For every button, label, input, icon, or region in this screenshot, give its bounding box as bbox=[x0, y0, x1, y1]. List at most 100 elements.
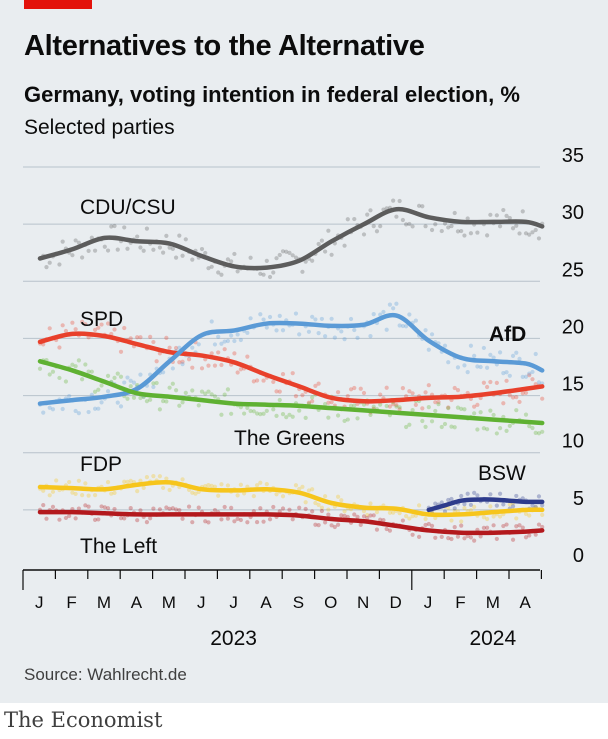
poll-dot bbox=[267, 314, 273, 320]
series-label-greens: The Greens bbox=[234, 427, 345, 450]
poll-dot bbox=[148, 397, 153, 402]
poll-dot bbox=[345, 417, 350, 422]
poll-dot bbox=[105, 389, 111, 394]
poll-dot bbox=[368, 334, 373, 339]
poll-dot bbox=[80, 493, 85, 498]
poll-dot bbox=[235, 269, 240, 274]
poll-dot bbox=[368, 513, 373, 518]
poll-dot bbox=[37, 366, 43, 371]
poll-dot bbox=[167, 245, 172, 250]
poll-dot bbox=[303, 500, 308, 505]
poll-dot bbox=[394, 402, 399, 408]
chart-title: Alternatives to the Alternative bbox=[24, 30, 425, 62]
poll-dot bbox=[355, 335, 360, 340]
poll-dot bbox=[404, 424, 409, 430]
poll-dot bbox=[41, 503, 46, 508]
poll-dot bbox=[190, 345, 195, 350]
poll-dot bbox=[536, 494, 542, 499]
poll-dot bbox=[274, 413, 279, 418]
poll-dot bbox=[345, 217, 350, 222]
poll-dot bbox=[413, 402, 418, 408]
poll-dot bbox=[173, 255, 179, 260]
x-month-label: M bbox=[486, 593, 500, 612]
poll-dot bbox=[170, 366, 175, 371]
chart-subtitle-secondary: Selected parties bbox=[24, 116, 175, 139]
poll-dot bbox=[387, 528, 393, 533]
poll-dot bbox=[485, 525, 490, 530]
poll-dot bbox=[57, 517, 62, 522]
poll-dot bbox=[216, 270, 221, 275]
poll-dot bbox=[203, 391, 208, 396]
x-month-label: N bbox=[357, 593, 369, 612]
poll-dot bbox=[452, 425, 457, 430]
poll-dot bbox=[475, 402, 480, 407]
poll-dot bbox=[510, 226, 516, 231]
poll-dot bbox=[371, 312, 376, 317]
poll-dot bbox=[161, 398, 166, 404]
poll-dot bbox=[501, 523, 506, 529]
poll-dot bbox=[297, 486, 302, 492]
poll-dot bbox=[329, 523, 334, 528]
poll-dot bbox=[300, 484, 305, 489]
poll-dot bbox=[323, 249, 328, 254]
poll-dot bbox=[47, 493, 52, 498]
poll-dot bbox=[102, 244, 107, 249]
poll-dot bbox=[177, 233, 182, 238]
poll-dot bbox=[148, 334, 153, 339]
poll-dot bbox=[73, 408, 78, 414]
poll-dot bbox=[267, 274, 273, 280]
poll-dot bbox=[433, 400, 438, 405]
poll-dot bbox=[323, 520, 328, 525]
series-label-afd: AfD bbox=[489, 323, 526, 346]
x-month-label: O bbox=[324, 593, 337, 612]
poll-dot bbox=[446, 360, 451, 365]
poll-dot bbox=[472, 411, 477, 416]
poll-dot bbox=[446, 497, 451, 503]
poll-dot bbox=[190, 490, 195, 495]
poll-dot bbox=[138, 335, 143, 340]
poll-dot bbox=[180, 400, 185, 405]
series-label-spd: SPD bbox=[80, 308, 123, 331]
poll-dot bbox=[310, 487, 315, 492]
series-line-4 bbox=[37, 480, 545, 518]
poll-dot bbox=[410, 514, 415, 519]
poll-dot bbox=[280, 371, 286, 377]
poll-dot bbox=[391, 306, 396, 311]
poll-dot bbox=[540, 396, 545, 401]
poll-dot bbox=[222, 347, 227, 352]
poll-dot bbox=[361, 232, 367, 237]
poll-dot bbox=[290, 517, 295, 522]
poll-dot bbox=[248, 408, 253, 414]
poll-dot bbox=[306, 488, 312, 493]
poll-dot bbox=[478, 534, 483, 539]
poll-dot bbox=[429, 523, 435, 528]
poll-dot bbox=[404, 324, 409, 329]
poll-dot bbox=[76, 358, 81, 363]
poll-dot bbox=[472, 504, 477, 509]
poll-dot bbox=[313, 522, 318, 527]
poll-dot bbox=[254, 519, 260, 525]
poll-dot bbox=[449, 223, 454, 229]
poll-dot bbox=[442, 421, 448, 427]
poll-dot bbox=[310, 314, 315, 319]
poll-dot bbox=[92, 406, 98, 411]
poll-dot bbox=[439, 534, 444, 539]
poll-dot bbox=[229, 411, 234, 416]
poll-dot bbox=[316, 241, 321, 247]
poll-dot bbox=[514, 524, 519, 529]
poll-dot bbox=[232, 251, 237, 257]
poll-dot bbox=[141, 248, 146, 253]
poll-dot bbox=[60, 323, 65, 328]
poll-dot bbox=[459, 406, 464, 411]
poll-dot bbox=[206, 483, 211, 488]
poll-dot bbox=[128, 384, 133, 389]
poll-dot bbox=[426, 521, 431, 527]
poll-dot bbox=[219, 272, 224, 277]
poll-dot bbox=[368, 208, 373, 213]
poll-dot bbox=[293, 483, 299, 488]
poll-dot bbox=[225, 387, 231, 392]
poll-dot bbox=[378, 517, 383, 522]
poll-dot bbox=[280, 412, 286, 417]
poll-dot bbox=[504, 213, 509, 219]
poll-dot bbox=[151, 384, 156, 390]
